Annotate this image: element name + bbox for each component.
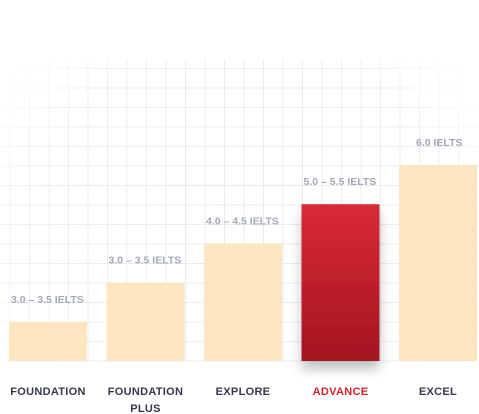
bars-group xyxy=(9,165,477,361)
value-label-excel: 6.0 IELTS xyxy=(416,137,463,149)
value-labels-group: 3.0 – 3.5 IELTS 3.0 – 3.5 IELTS 4.0 – 4.5 … xyxy=(11,137,463,306)
category-label-advance: ADVANCE xyxy=(313,386,369,398)
bar-foundation xyxy=(9,321,87,361)
category-label-explore: EXPLORE xyxy=(216,386,271,398)
bar-excel xyxy=(399,165,477,361)
category-labels-group: FOUNDATION FOUNDATION PLUS EXPLORE ADVANCE EX… xyxy=(10,386,457,414)
category-label-foundation-plus: FOUNDATION PLUS xyxy=(108,386,184,414)
category-label-excel: EXCEL xyxy=(419,386,457,398)
value-label-explore: 4.0 – 4.5 IELTS xyxy=(206,215,279,227)
category-label-foundation: FOUNDATION xyxy=(10,386,86,398)
value-label-advance: 5.0 – 5.5 IELTS xyxy=(304,176,377,188)
bar-advance xyxy=(301,204,380,361)
bar-explore xyxy=(204,243,282,361)
bar-foundation-plus xyxy=(106,282,185,361)
value-label-foundation-plus: 3.0 – 3.5 IELTS xyxy=(109,255,182,267)
value-label-foundation: 3.0 – 3.5 IELTS xyxy=(11,294,84,306)
